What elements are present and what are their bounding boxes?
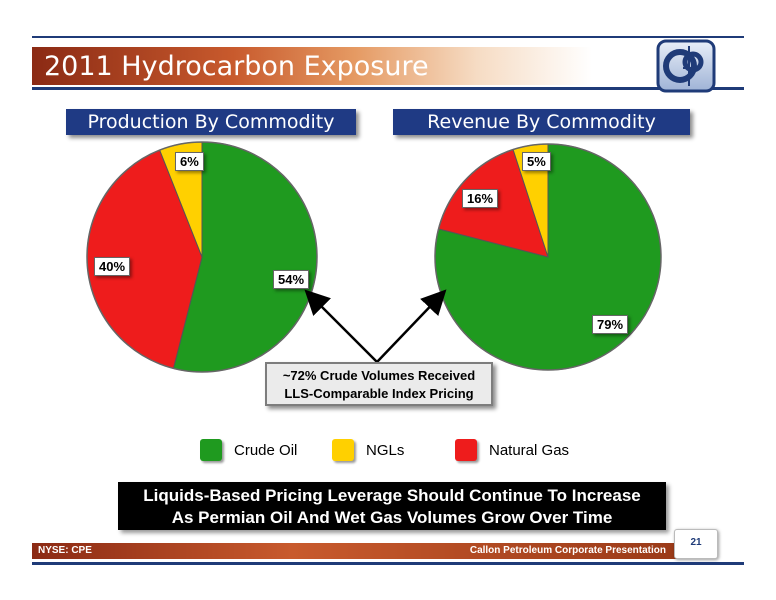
legend-label-natural-gas: Natural Gas bbox=[489, 442, 570, 459]
legend-label-crude-oil: Crude Oil bbox=[234, 442, 298, 459]
footer-presentation-name: Callon Petroleum Corporate Presentation bbox=[469, 545, 666, 556]
revenue-chart-title: Revenue By Commodity bbox=[393, 109, 690, 135]
callout-box: ~72% Crude Volumes Received LLS-Comparab… bbox=[265, 362, 493, 406]
summary-banner: Liquids-Based Pricing Leverage Should Co… bbox=[118, 482, 666, 530]
banner-line-2: As Permian Oil And Wet Gas Volumes Grow … bbox=[171, 508, 613, 527]
pie-label-production-crude: 54% bbox=[273, 270, 310, 289]
bottom-rule bbox=[32, 562, 744, 565]
legend-label-ngls: NGLs bbox=[366, 442, 405, 459]
top-rule bbox=[32, 36, 744, 38]
production-chart-title: Production By Commodity bbox=[66, 109, 356, 135]
footer-bar: NYSE: CPE Callon Petroleum Corporate Pre… bbox=[32, 543, 680, 559]
pie-label-revenue-gas: 16% bbox=[462, 189, 499, 208]
title-bar: 2011 Hydrocarbon Exposure bbox=[32, 47, 750, 85]
legend-swatch-crude-oil bbox=[200, 439, 222, 461]
legend-swatch-ngls bbox=[332, 439, 354, 461]
revenue-pie bbox=[434, 143, 662, 371]
pie-rim bbox=[434, 143, 662, 371]
callout-arrow-right bbox=[376, 289, 447, 363]
callout-arrow-left bbox=[304, 289, 378, 363]
pie-rim bbox=[86, 141, 318, 373]
footer-ticker: NYSE: CPE bbox=[38, 545, 92, 556]
pie-label-revenue-ngl: 5% bbox=[522, 152, 551, 171]
callout-line-2: LLS-Comparable Index Pricing bbox=[284, 386, 474, 401]
banner-line-1: Liquids-Based Pricing Leverage Should Co… bbox=[143, 486, 641, 505]
pie-label-revenue-crude: 79% bbox=[592, 315, 629, 334]
page-number: 21 bbox=[674, 529, 718, 559]
pie-label-production-gas: 40% bbox=[94, 257, 131, 276]
production-pie bbox=[86, 141, 318, 373]
callout-line-1: ~72% Crude Volumes Received bbox=[282, 368, 476, 383]
slide-title: 2011 Hydrocarbon Exposure bbox=[44, 51, 429, 82]
legend-swatch-natural-gas bbox=[455, 439, 477, 461]
pie-label-production-ngl: 6% bbox=[175, 152, 204, 171]
title-underline bbox=[32, 87, 744, 90]
company-logo-icon bbox=[656, 39, 716, 93]
